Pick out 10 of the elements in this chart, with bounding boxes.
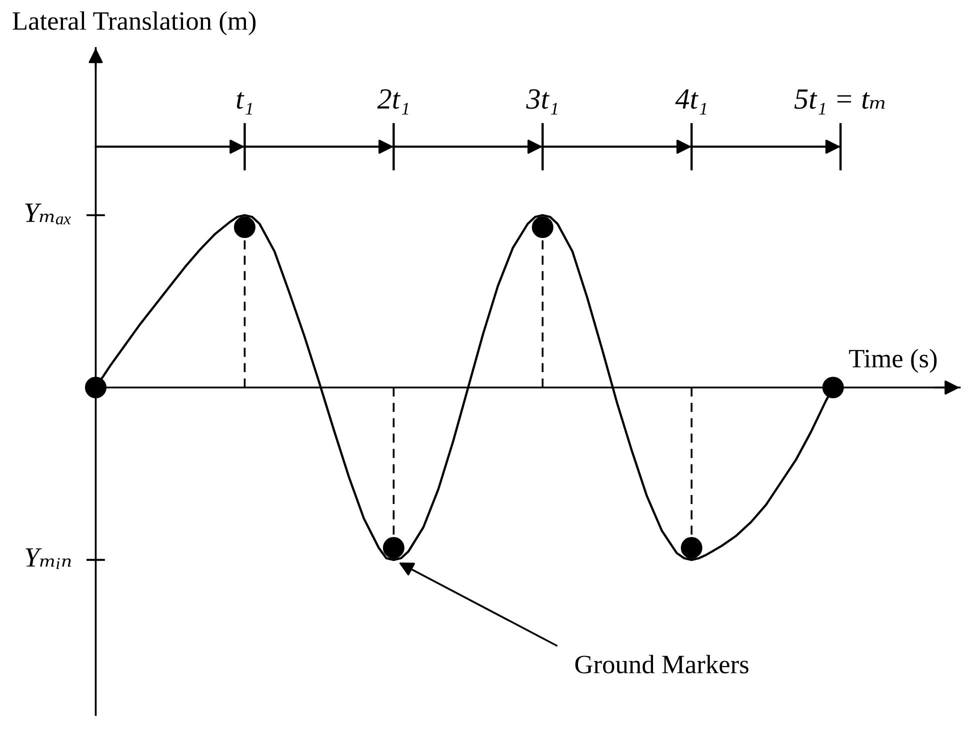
- x-axis-title: Time (s): [849, 348, 937, 373]
- x-tick-label: t₁: [236, 92, 252, 114]
- x-tick-label: 5t₁ = tₘ: [794, 89, 885, 114]
- y-axis-title: Lateral Translation (m): [12, 11, 256, 36]
- x-tick-label: 3t₁: [526, 89, 558, 114]
- x-tick-label: 2t₁: [377, 89, 408, 114]
- ref-line-label: Yₘₐₓ: [25, 204, 71, 224]
- ref-line-label: Yₘᵢₙ: [26, 548, 71, 569]
- annotation: Ground Markers: [575, 654, 748, 674]
- x-tick-label: 4t₁: [675, 89, 706, 114]
